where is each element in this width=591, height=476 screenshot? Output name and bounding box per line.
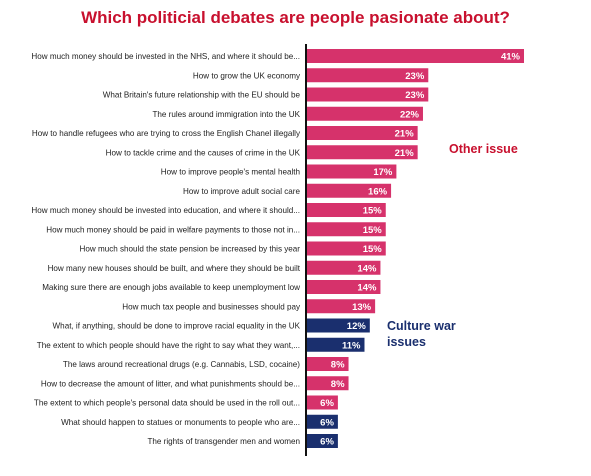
category-label: What Britain's future relationship with … <box>103 91 301 100</box>
category-label: How much should the state pension be inc… <box>80 245 301 254</box>
category-label: How to grow the UK economy <box>193 71 301 80</box>
bar <box>306 222 386 237</box>
value-label: 15% <box>363 244 383 255</box>
category-label: The rights of transgender men and women <box>147 437 300 446</box>
value-label: 21% <box>395 148 415 159</box>
bar <box>306 126 418 140</box>
value-label: 41% <box>501 52 521 63</box>
bar <box>306 49 524 63</box>
value-label: 6% <box>320 417 334 428</box>
bar <box>306 376 349 391</box>
bar <box>306 434 338 448</box>
bar <box>306 414 338 429</box>
chart-title: Which politicial debates are people pasi… <box>81 8 510 27</box>
value-label: 21% <box>395 129 415 140</box>
category-label: Making sure there are enough jobs availa… <box>42 283 300 292</box>
bar <box>306 68 429 83</box>
value-label: 15% <box>363 206 383 217</box>
value-label: 23% <box>405 90 425 101</box>
category-label: How to improve people's mental health <box>161 168 300 177</box>
bar <box>306 183 392 198</box>
value-label: 11% <box>342 340 361 351</box>
value-label: 8% <box>331 360 345 371</box>
category-label: The rules around immigration into the UK <box>152 110 300 119</box>
bar <box>306 241 386 256</box>
bar <box>306 337 365 352</box>
category-label: How much money should be invested into e… <box>31 206 300 215</box>
category-label: How much tax people and businesses shoul… <box>122 302 301 311</box>
value-label: 6% <box>320 398 334 409</box>
bar <box>306 106 423 121</box>
value-label: 14% <box>357 263 377 274</box>
legend-label-culture-war-issues: Culture war issues <box>387 319 456 349</box>
value-label: 14% <box>357 283 377 294</box>
category-label: How to decrease the amount of litter, an… <box>41 379 300 388</box>
bar <box>306 145 418 160</box>
bar <box>306 357 349 371</box>
value-label: 12% <box>347 321 367 332</box>
category-label: What should happen to statues or monumen… <box>61 418 300 427</box>
category-label: How much money should be invested in the… <box>31 52 300 61</box>
category-label: The laws around recreational drugs (e.g.… <box>63 360 300 369</box>
category-label: How to handle refugees who are trying to… <box>32 129 301 138</box>
value-label: 13% <box>352 302 372 313</box>
bar <box>306 299 376 314</box>
value-label: 15% <box>363 225 383 236</box>
value-label: 6% <box>320 437 334 448</box>
bar <box>306 280 381 294</box>
category-label: How to tackle crime and the causes of cr… <box>106 148 301 157</box>
value-label: 8% <box>331 379 345 390</box>
bar <box>306 318 370 333</box>
category-label: The extent to which people's personal da… <box>34 399 300 408</box>
category-label: How much money should be paid in welfare… <box>46 225 300 234</box>
bar <box>306 395 338 410</box>
bar <box>306 164 397 179</box>
legend-label-other-issue: Other issue <box>449 142 518 156</box>
bar <box>306 203 386 217</box>
category-label: What, if anything, should be done to imp… <box>53 322 301 331</box>
value-label: 17% <box>373 167 393 178</box>
value-label: 16% <box>368 186 388 197</box>
category-label: How many new houses should be built, and… <box>48 264 301 273</box>
category-label: How to improve adult social care <box>183 187 300 196</box>
bar <box>306 87 429 102</box>
bar <box>306 260 381 275</box>
value-label: 23% <box>405 71 425 82</box>
value-label: 22% <box>400 109 420 120</box>
category-label: The extent to which people should have t… <box>37 341 300 350</box>
